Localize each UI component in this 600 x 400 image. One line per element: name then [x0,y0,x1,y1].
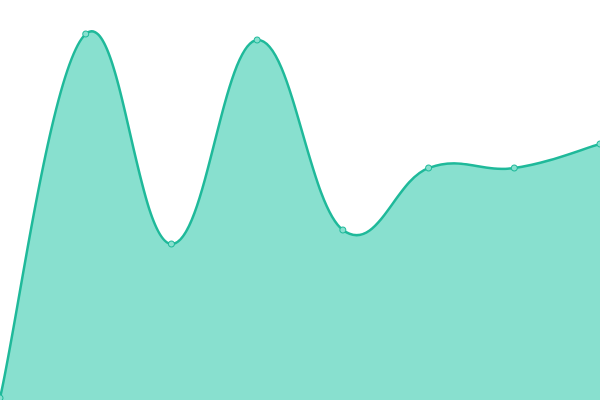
data-point [253,36,261,44]
area-fill [0,31,600,400]
data-point [0,394,4,400]
data-point [425,164,433,172]
data-point [596,140,600,148]
data-point [510,164,518,172]
area-line [0,30,600,399]
data-point [82,30,90,38]
data-point [167,240,175,248]
data-point [339,226,347,234]
